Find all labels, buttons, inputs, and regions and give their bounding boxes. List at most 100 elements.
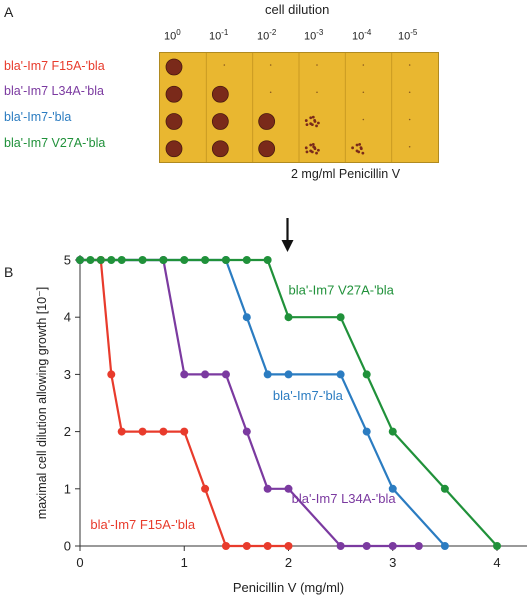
data-point — [388, 542, 397, 550]
data-point — [201, 256, 210, 264]
data-point — [221, 542, 230, 550]
dilution-label: 10-3 — [304, 28, 324, 43]
data-point — [362, 427, 371, 436]
y-tick-label: 2 — [64, 424, 71, 439]
series-line — [80, 258, 419, 548]
concentration-label: 2 mg/ml Penicillin V — [291, 167, 401, 181]
data-point — [159, 256, 168, 264]
data-point — [284, 313, 293, 322]
speck — [362, 118, 365, 121]
y-tick-label: 5 — [64, 253, 71, 268]
data-point — [284, 370, 293, 379]
tick-labels: 0 1 2 3 4 0 1 2 3 4 5 — [64, 253, 501, 571]
speck — [362, 64, 365, 66]
sparse-colony-spot — [304, 142, 320, 155]
plate-spots — [165, 53, 411, 162]
speck — [223, 64, 226, 66]
data-point — [221, 370, 230, 379]
x-tick-label: 1 — [181, 555, 188, 570]
data-point — [117, 427, 126, 436]
data-point — [336, 313, 345, 322]
data-point — [414, 542, 423, 550]
series-label: bla'-Im7 V27A-'bla — [289, 282, 395, 297]
data-point — [159, 427, 168, 436]
colony-spot — [211, 113, 229, 130]
data-point — [86, 256, 95, 264]
data-point — [180, 370, 189, 379]
speck — [408, 64, 411, 66]
speck — [316, 91, 318, 94]
dilution-label: 100 — [164, 28, 181, 43]
colony-spot — [258, 113, 276, 130]
data-point — [107, 256, 116, 264]
data-point — [221, 256, 230, 264]
data-point — [263, 370, 272, 379]
data-point — [362, 370, 371, 379]
y-tick-label: 0 — [64, 539, 71, 554]
strain-label-f15a: bla'-Im7 F15A-'bla — [4, 59, 105, 73]
colony-spot — [165, 85, 183, 103]
x-axis-label: Penicillin V (mg/ml) — [233, 580, 344, 595]
speck — [316, 64, 318, 66]
line-chart: 0 1 2 3 4 0 1 2 3 4 5 bla'-Im7 F15A-'bla bla'-Im7 L… — [35, 218, 527, 595]
data-point — [138, 427, 147, 436]
speck — [269, 91, 272, 94]
panel-b-label: B — [4, 264, 14, 280]
y-axis-label: maximal cell dilution allowing growth [1… — [35, 287, 49, 519]
x-tick-label: 0 — [76, 555, 83, 570]
agar-plate — [159, 52, 439, 163]
data-point — [242, 313, 251, 322]
colony-spot — [165, 58, 183, 76]
data-point — [201, 484, 210, 493]
y-tick-label: 1 — [64, 481, 71, 496]
data-point — [201, 370, 210, 379]
data-point — [180, 256, 189, 264]
strain-label-wt: bla'-Im7-'bla — [4, 110, 72, 124]
dilution-label: 10-5 — [398, 28, 418, 43]
data-point — [440, 484, 449, 493]
colony-spot — [211, 140, 229, 158]
data-point — [76, 256, 84, 264]
series-line — [80, 258, 289, 548]
strain-label-v27a: bla'-Im7 V27A-'bla — [4, 136, 106, 150]
data-point — [336, 542, 345, 550]
data-point — [284, 542, 293, 550]
speck — [408, 91, 411, 94]
data-point — [493, 542, 501, 550]
data-point — [242, 542, 251, 550]
plate-title: cell dilution — [265, 2, 330, 17]
data-point — [263, 542, 272, 550]
data-point — [388, 484, 397, 493]
data-point — [336, 370, 345, 379]
colony-spot — [258, 140, 276, 158]
down-arrow-icon — [281, 218, 294, 252]
speck — [362, 91, 365, 94]
data-point — [263, 484, 272, 493]
series-label: bla'-Im7 L34A-'bla — [292, 491, 397, 506]
data-point — [242, 256, 251, 264]
speck — [408, 145, 411, 148]
dilution-label: 10-1 — [209, 28, 229, 43]
series-labels: bla'-Im7 F15A-'bla bla'-Im7 L34A-'bla bla'… — [90, 282, 396, 532]
data-point — [242, 427, 251, 436]
data-point — [284, 484, 293, 493]
data-point — [138, 256, 147, 264]
x-tick-label: 2 — [285, 555, 292, 570]
y-tick-label: 3 — [64, 367, 71, 382]
axes — [75, 255, 527, 551]
data-point — [107, 370, 116, 379]
data-point — [388, 427, 397, 436]
panel-a-label: A — [4, 4, 14, 20]
y-tick-label: 4 — [64, 310, 71, 325]
x-tick-label: 3 — [389, 555, 396, 570]
series-points — [76, 256, 501, 550]
dilution-label: 10-4 — [352, 28, 372, 43]
data-point — [440, 542, 449, 550]
sparse-colony-spot — [304, 115, 320, 128]
colony-spot — [165, 113, 183, 130]
data-point — [180, 427, 189, 436]
speck — [269, 64, 272, 66]
series-label: bla'-Im7 F15A-'bla — [90, 517, 195, 532]
sparse-colony-spot — [351, 142, 365, 155]
dilution-label: 10-2 — [257, 28, 277, 43]
